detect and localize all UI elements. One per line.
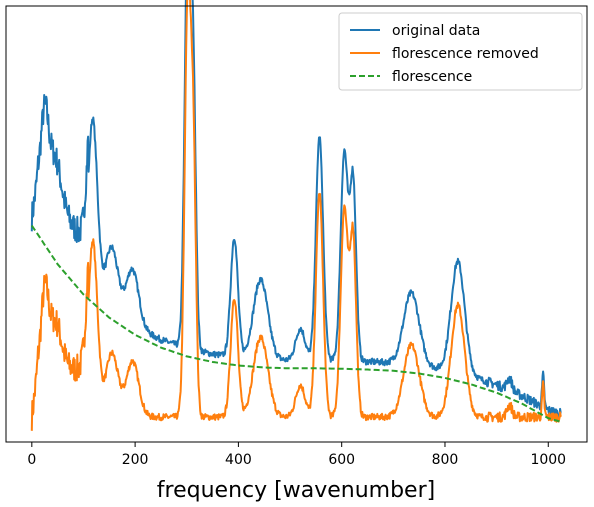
x-tick-label: 400 xyxy=(225,452,252,468)
series-florescence-line xyxy=(30,224,562,423)
x-tick-label: 600 xyxy=(328,452,355,468)
series-florescence-removed-line xyxy=(30,0,562,431)
x-tick-label: 0 xyxy=(27,452,36,468)
x-tick-label: 800 xyxy=(432,452,459,468)
x-axis-title: frequency [wavenumber] xyxy=(157,478,435,503)
legend-label-florescence: florescence xyxy=(392,69,472,85)
legend-box xyxy=(338,12,583,91)
series-layer xyxy=(30,0,562,431)
x-tick-label: 200 xyxy=(122,452,149,468)
legend: original data florescence removed flores… xyxy=(338,12,583,91)
x-axis: 0 200 400 600 800 1000 xyxy=(27,442,566,468)
x-tick-label: 1000 xyxy=(530,452,566,468)
legend-label-original: original data xyxy=(392,23,480,39)
legend-label-removed: florescence removed xyxy=(392,46,539,62)
series-original-data-line xyxy=(30,0,562,419)
plot-frame xyxy=(5,5,588,443)
